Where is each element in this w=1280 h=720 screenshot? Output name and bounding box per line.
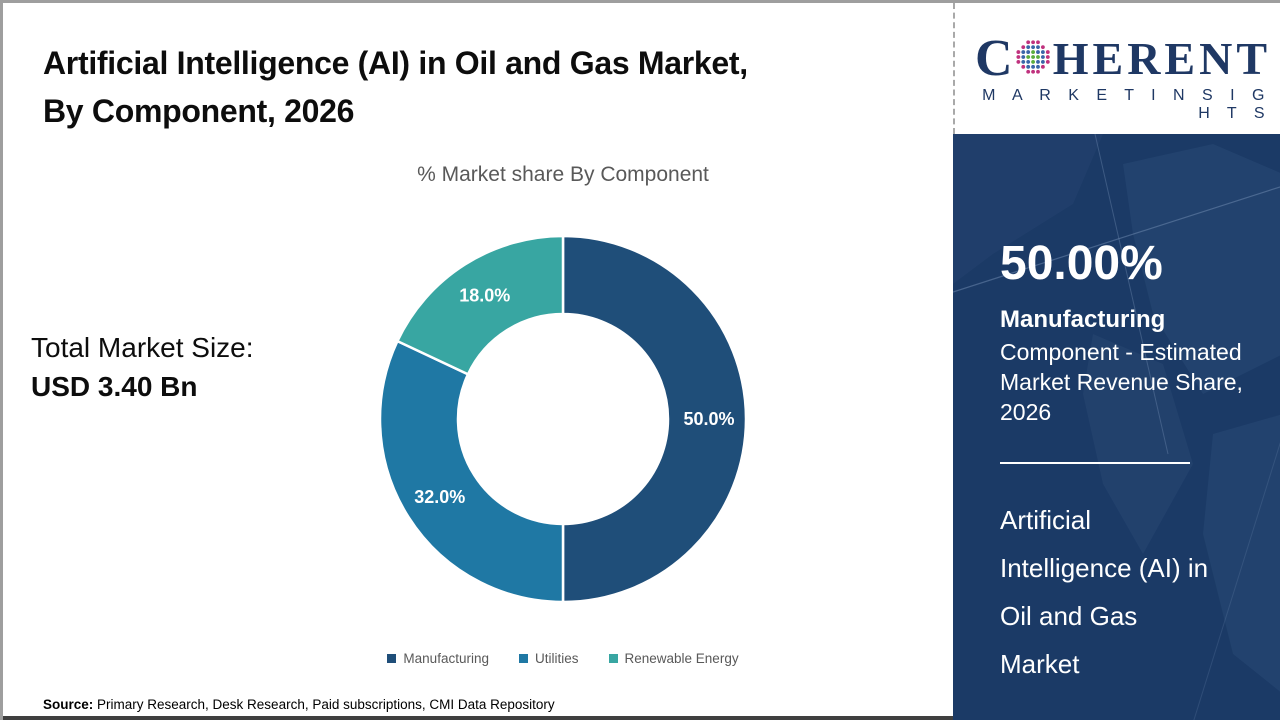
source-label: Source: — [43, 697, 94, 712]
globe-dot — [1030, 59, 1035, 64]
globe-dot — [1040, 64, 1045, 69]
globe-dot — [1040, 50, 1045, 55]
donut-segment-renewable-energy — [395, 234, 565, 376]
world-map-overlay — [953, 134, 1280, 720]
donut-segment-manufacturing — [561, 234, 748, 604]
donut-chart: 50.0% 32.0% 18.0% — [373, 229, 753, 609]
globe-dot — [1030, 50, 1035, 55]
total-market-size-block: Total Market Size: USD 3.40 Bn — [31, 329, 254, 407]
globe-dot — [1025, 69, 1030, 74]
brand-name: HERENT — [1052, 33, 1271, 84]
globe-dot — [1035, 69, 1040, 74]
donut-segment-label: 32.0% — [414, 487, 465, 507]
legend-label: Renewable Energy — [624, 651, 739, 666]
donut-segment-label: 50.0% — [683, 409, 734, 429]
panel-market-name: Artificial Intelligence (AI) in Oil and … — [1000, 505, 1209, 679]
legend-item-renewable-energy: Renewable Energy — [608, 651, 739, 666]
globe-dot — [1030, 64, 1035, 69]
highlight-side-panel: 50.00% Manufacturing Component - Estimat… — [953, 134, 1280, 720]
brand-tagline: M A R K E T I N S I G H T S — [982, 87, 1271, 122]
globe-dot — [1035, 50, 1040, 55]
globe-dot — [1030, 69, 1035, 74]
globe-dot — [1035, 40, 1040, 45]
brand-logo-area: C HERENT M A R K E T I N S I G H T S — [953, 3, 1280, 134]
globe-dot — [1020, 64, 1025, 69]
globe-dot — [1040, 59, 1045, 64]
globe-dot — [1016, 59, 1020, 64]
panel-stat-value: 50.00% — [1000, 237, 1163, 290]
legend-label: Manufacturing — [403, 651, 489, 666]
globe-dot — [1020, 55, 1025, 59]
globe-dot — [1020, 59, 1025, 64]
globe-dot — [1025, 50, 1030, 55]
source-line: Source: Primary Research, Desk Research,… — [43, 697, 555, 712]
globe-dot — [1025, 64, 1030, 69]
globe-dot — [1035, 64, 1040, 69]
legend-marker — [518, 654, 528, 663]
legend-item-utilities: Utilities — [518, 651, 579, 666]
globe-dot — [1020, 50, 1025, 55]
globe-dot — [1016, 55, 1020, 59]
dotted-globe-icon — [1016, 40, 1050, 74]
globe-dot — [1040, 55, 1045, 59]
globe-dot — [1025, 55, 1030, 59]
globe-dot — [1030, 55, 1035, 59]
bottom-border — [3, 716, 953, 720]
globe-dot — [1035, 59, 1040, 64]
globe-dot — [1020, 45, 1025, 50]
total-market-size-label: Total Market Size: — [31, 332, 254, 363]
globe-dot — [1025, 40, 1030, 45]
chart-legend: Manufacturing Utilities Renewable Energy — [163, 651, 963, 666]
brand-logo: C HERENT — [975, 33, 1271, 85]
donut-segment-utilities — [378, 339, 565, 604]
globe-dot — [1030, 45, 1035, 50]
legend-marker — [608, 654, 618, 663]
donut-chart-svg: 50.0% 32.0% 18.0% — [378, 234, 748, 604]
globe-dot — [1035, 55, 1040, 59]
legend-item-manufacturing: Manufacturing — [387, 651, 489, 666]
globe-dot — [1025, 45, 1030, 50]
panel-stat-description: Component - Estimated Market Revenue Sha… — [1000, 339, 1243, 425]
page-title: Artificial Intelligence (AI) in Oil and … — [43, 45, 748, 129]
brand-letter-c: C — [975, 30, 1013, 87]
globe-dot — [1045, 59, 1050, 64]
globe-dot — [1045, 50, 1050, 55]
panel-segment-name: Manufacturing — [1000, 306, 1166, 333]
legend-label: Utilities — [534, 651, 579, 666]
globe-dot — [1045, 55, 1050, 59]
chart-title: % Market share By Component — [417, 163, 709, 186]
globe-dot — [1040, 45, 1045, 50]
globe-dot — [1016, 50, 1020, 55]
globe-dot — [1035, 45, 1040, 50]
donut-segment-label: 18.0% — [459, 286, 510, 306]
panel-divider — [1000, 462, 1190, 464]
globe-dot — [1030, 40, 1035, 45]
source-text: Primary Research, Desk Research, Paid su… — [93, 697, 555, 712]
legend-marker — [387, 654, 397, 663]
globe-dot — [1025, 59, 1030, 64]
total-market-size-value: USD 3.40 Bn — [31, 371, 198, 402]
